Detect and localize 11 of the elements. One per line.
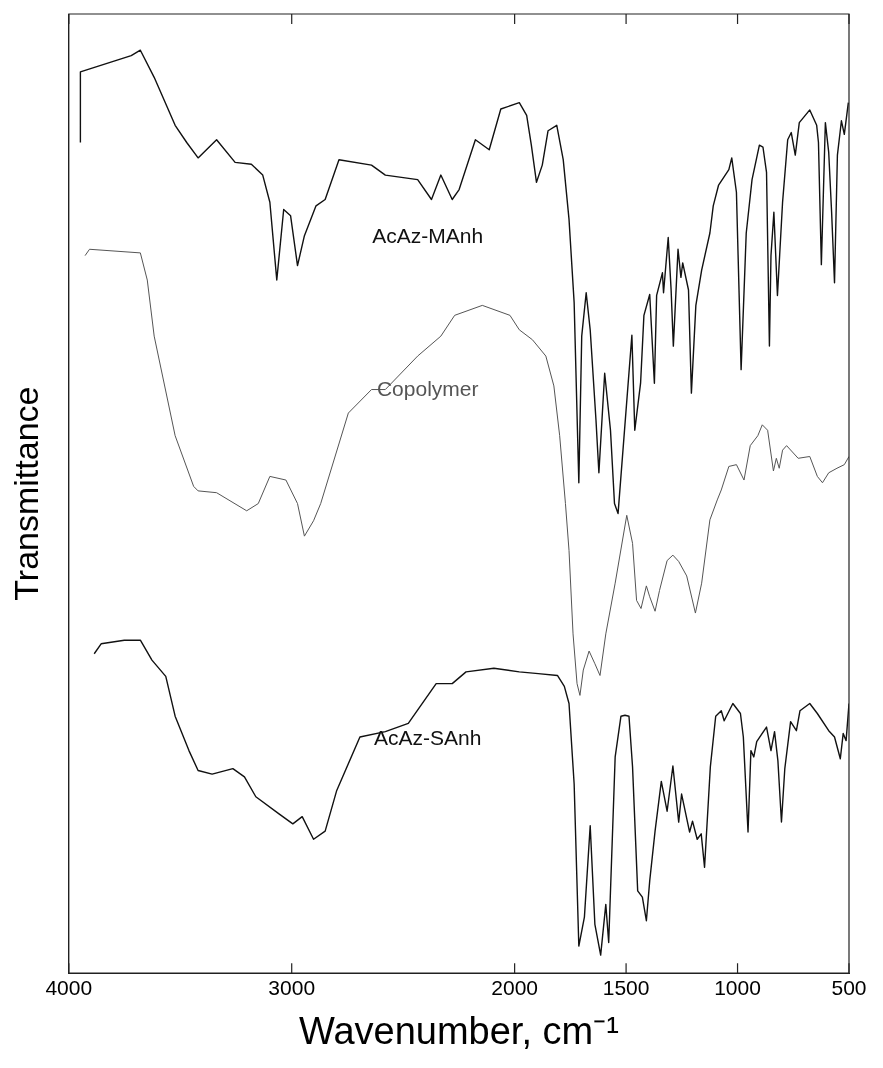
y-axis-title: Transmittance xyxy=(6,386,45,601)
x-tick-label: 1500 xyxy=(602,975,650,999)
x-tick-label: 2000 xyxy=(491,975,538,999)
series-label: Copolymer xyxy=(376,377,479,401)
x-tick-label: 4000 xyxy=(45,975,93,999)
x-tick-label: 1000 xyxy=(714,975,761,999)
series-label: AcAz-MAnh xyxy=(372,224,484,248)
x-tick-label: 500 xyxy=(831,975,867,999)
x-tick-label: 3000 xyxy=(268,975,316,999)
series-label: AcAz-SAnh xyxy=(374,725,482,749)
x-axis-title: Wavenumber, cm⁻¹ xyxy=(298,1009,619,1052)
